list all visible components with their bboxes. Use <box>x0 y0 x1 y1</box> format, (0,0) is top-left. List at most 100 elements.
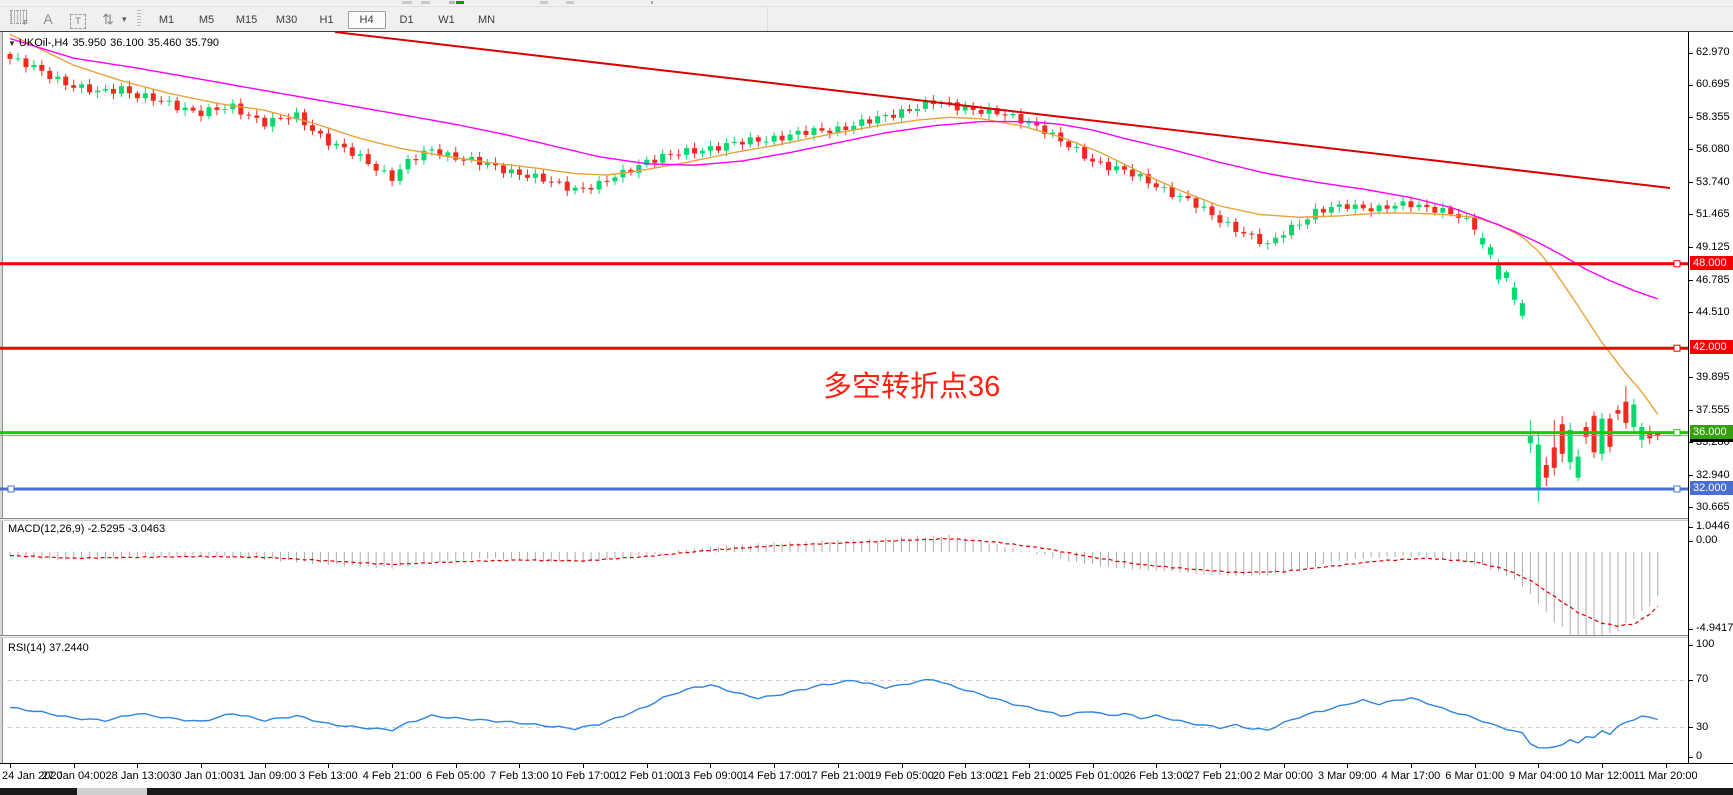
hline-handle[interactable] <box>7 485 15 493</box>
clipped-button-remnant <box>421 1 430 4</box>
arrow-objects-icon[interactable]: ⇅ <box>102 11 114 27</box>
time-axis[interactable]: 24 Jan 2020 27 Jan 04:00 28 Jan 13:00 30 Ja… <box>0 763 1733 789</box>
price-pane[interactable] <box>0 32 1688 518</box>
tools-group: F A T ⇅ <box>6 7 126 31</box>
price-tick-label: 32.940 <box>1696 468 1730 481</box>
toolbar: F A T ⇅ ▾ M1 M5 M15 M30 H1 H4 D1 W1 MN <box>0 7 1733 31</box>
rsi-indicator-label: RSI(14) 37.2440 <box>8 642 89 654</box>
time-tick-label: 11 Mar 20:00 <box>1633 770 1698 782</box>
price-tick-label: -4.9417 <box>1696 622 1733 634</box>
time-tick-label: 10 Feb 17:00 <box>550 770 616 782</box>
macd-histogram <box>9 535 1659 635</box>
candles-layer <box>7 51 1661 502</box>
pane-splitter[interactable] <box>0 518 1688 521</box>
time-tick <box>1092 764 1094 768</box>
ohlc-high: 36.100 <box>110 37 144 49</box>
timeframe-button-H4[interactable]: H4 <box>347 10 386 29</box>
axis-tick <box>1689 182 1693 184</box>
axis-tick <box>1689 679 1693 681</box>
timeframe-button-M5[interactable]: M5 <box>198 13 215 26</box>
chart-mode-icon[interactable]: F <box>6 7 30 27</box>
clipped-button-remnant <box>402 1 412 4</box>
window-bottom-edge <box>0 788 1733 795</box>
price-tick-label: 56.080 <box>1696 142 1730 155</box>
chart-window[interactable]: ▼ UKOil-,H4 35.950 36.100 35.460 35.790 多空转折点… <box>0 31 1733 795</box>
price-tick-label: 0.00 <box>1696 534 1718 546</box>
window-edge-highlight <box>77 788 147 795</box>
time-tick-label: 24 Jan 2020 <box>2 770 63 782</box>
timeframe-button-H1[interactable]: H1 <box>319 13 334 26</box>
axis-tick <box>1689 247 1693 249</box>
timeframe-button-M30[interactable]: M30 <box>275 13 298 26</box>
rsi-pane[interactable] <box>0 638 1688 763</box>
axis-tick <box>1689 117 1693 119</box>
time-tick <box>1283 764 1285 768</box>
clipped-button-remnant <box>566 1 574 4</box>
time-tick-label: 13 Feb 09:00 <box>678 770 743 782</box>
axis-tick <box>1689 312 1693 314</box>
axis-tick <box>1689 442 1693 444</box>
hline-handle[interactable] <box>1673 260 1681 268</box>
symbol-dropdown-icon[interactable]: ▼ <box>8 39 16 48</box>
timeframe-button-MN[interactable]: MN <box>477 13 496 26</box>
timeframe-button-M1[interactable]: M1 <box>158 13 175 26</box>
time-tick <box>1028 764 1030 768</box>
time-tick-label: 19 Feb 05:00 <box>869 770 934 782</box>
timeframe-button-M15[interactable]: M15 <box>235 13 258 26</box>
time-tick-label: 4 Feb 21:00 <box>362 770 422 782</box>
price-tick-label: 70 <box>1696 673 1709 686</box>
clipped-toolbar-row <box>0 0 1733 7</box>
price-label-48.000: 48.000 <box>1690 255 1733 270</box>
time-tick-label: 6 Mar 01:00 <box>1445 770 1504 782</box>
time-tick-label: 26 Feb 13:00 <box>1123 770 1189 782</box>
ohlc-open: 35.950 <box>72 37 107 49</box>
chart-text-annotation[interactable]: 多空转折点36 <box>823 371 1001 403</box>
time-tick <box>1474 764 1476 768</box>
timeframe-button-W1[interactable]: W1 <box>438 13 455 26</box>
ohlc-low: 35.460 <box>147 37 182 49</box>
text-tool-icon[interactable]: A <box>43 11 53 27</box>
descending-trendline[interactable] <box>334 32 1671 189</box>
time-tick-label: 3 Feb 13:00 <box>299 770 358 782</box>
pane-splitter[interactable] <box>0 635 1688 638</box>
time-tick <box>1538 764 1540 768</box>
axis-tick <box>1689 628 1693 630</box>
macd-pane[interactable] <box>0 521 1688 635</box>
hline-handle[interactable] <box>1673 485 1681 493</box>
hline-handle[interactable] <box>1673 344 1681 352</box>
time-tick <box>519 764 521 768</box>
time-tick-label: 28 Jan 13:00 <box>105 770 170 782</box>
time-tick-label: 10 Mar 12:00 <box>1569 770 1635 782</box>
time-tick <box>646 764 648 768</box>
axis-tick <box>1689 149 1693 151</box>
time-tick <box>1219 764 1221 768</box>
hline-handle[interactable] <box>1673 429 1681 437</box>
price-tick-label: 44.510 <box>1696 305 1730 318</box>
price-tick-label: 1.0446 <box>1696 520 1730 532</box>
price-tick-label: 60.695 <box>1696 78 1730 91</box>
price-label-32.000: 32.000 <box>1690 480 1733 495</box>
axis-tick <box>1689 475 1693 477</box>
ma-mid-line <box>9 37 1658 300</box>
chevron-down-icon[interactable]: ▾ <box>122 13 127 24</box>
price-tick-label: 46.785 <box>1696 273 1730 286</box>
price-axis[interactable]: 62.970 60.695 58.355 56.080 53.740 51.465 49.1… <box>1688 32 1733 763</box>
price-tick-label: 58.355 <box>1696 110 1730 123</box>
axis-tick <box>1689 756 1693 758</box>
time-tick-label: 25 Feb 01:00 <box>1060 770 1125 782</box>
time-tick <box>710 764 712 768</box>
text-label-tool-icon[interactable]: T <box>66 11 90 31</box>
time-tick-label: 17 Feb 21:00 <box>805 770 871 782</box>
time-tick-label: 9 Mar 04:00 <box>1508 770 1568 782</box>
time-tick <box>392 764 394 768</box>
toolbar-grip[interactable] <box>136 10 141 28</box>
axis-tick <box>1689 377 1693 379</box>
time-tick <box>901 764 903 768</box>
time-tick <box>1347 764 1349 768</box>
axis-tick <box>1689 526 1693 528</box>
axis-tick <box>1689 52 1693 54</box>
time-tick <box>455 764 457 768</box>
timeframe-button-D1[interactable]: D1 <box>399 13 414 26</box>
time-tick-label: 27 Feb 21:00 <box>1187 770 1253 782</box>
price-tick-label: 49.125 <box>1696 240 1730 253</box>
